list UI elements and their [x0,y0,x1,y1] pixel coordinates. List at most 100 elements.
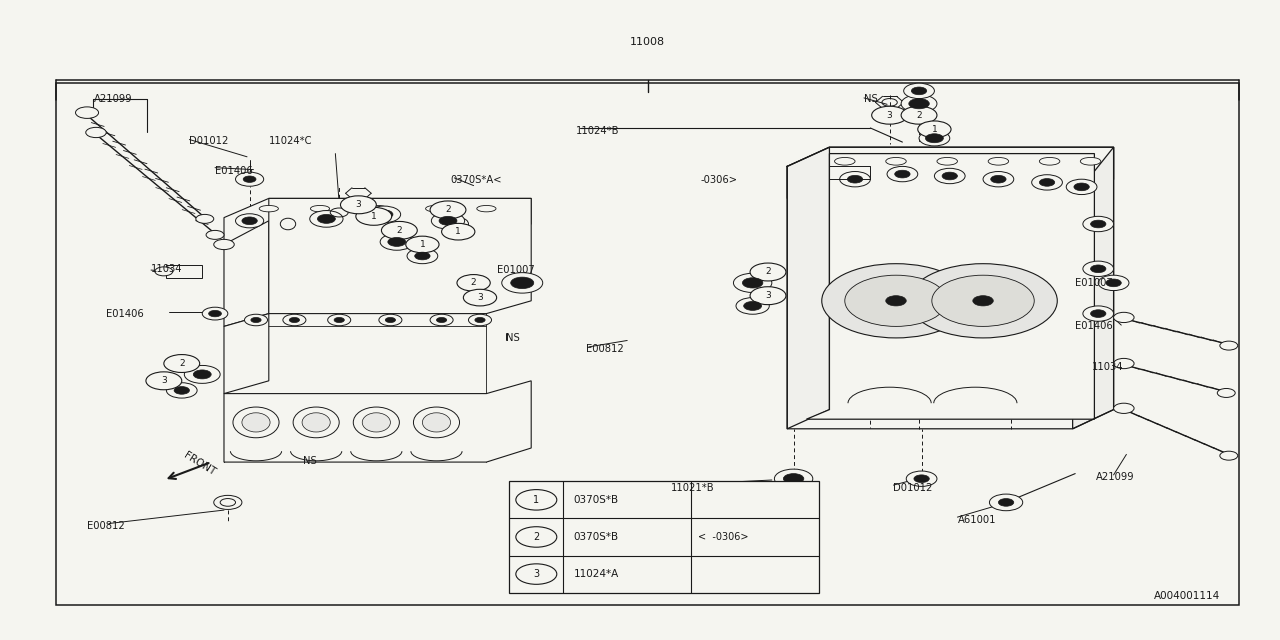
Text: 2: 2 [765,268,771,276]
Circle shape [1032,175,1062,190]
Circle shape [1083,261,1114,276]
Text: 11024*C: 11024*C [269,136,312,146]
Circle shape [76,107,99,118]
Text: 0370S*B: 0370S*B [573,495,618,505]
Circle shape [942,172,957,180]
Polygon shape [224,221,269,326]
Circle shape [1091,220,1106,228]
Circle shape [1083,306,1114,321]
Circle shape [783,474,804,484]
Circle shape [388,237,406,246]
Circle shape [436,317,447,323]
Circle shape [1091,310,1106,317]
Text: 1: 1 [534,495,539,505]
Circle shape [516,564,557,584]
Circle shape [887,166,918,182]
Ellipse shape [413,407,460,438]
Circle shape [379,314,402,326]
Text: 11034: 11034 [1092,362,1124,372]
Text: NS: NS [864,94,878,104]
Text: 0370S*A<: 0370S*A< [451,175,502,186]
Circle shape [736,298,769,314]
Text: 2: 2 [397,226,402,235]
Text: D01012: D01012 [189,136,229,146]
Ellipse shape [886,157,906,165]
Circle shape [906,471,937,486]
Circle shape [442,223,475,240]
Circle shape [983,172,1014,187]
Circle shape [904,83,934,99]
Circle shape [511,277,534,289]
Text: FRONT: FRONT [182,451,216,477]
Text: E00812: E00812 [87,521,124,531]
Circle shape [356,207,392,225]
Circle shape [431,212,465,229]
Text: E01007: E01007 [1075,278,1112,288]
Circle shape [184,365,220,383]
Text: 1: 1 [932,125,937,134]
Circle shape [932,275,1034,326]
Text: 2: 2 [179,359,184,368]
Ellipse shape [310,205,330,212]
Text: 11024*A: 11024*A [573,569,618,579]
Text: 3: 3 [534,569,539,579]
Circle shape [214,239,234,250]
Circle shape [925,134,943,143]
Circle shape [502,273,543,293]
Text: 2: 2 [471,278,476,287]
Circle shape [1114,403,1134,413]
Text: 11008: 11008 [630,36,666,47]
Polygon shape [806,154,1094,419]
Circle shape [193,370,211,379]
Circle shape [909,264,1057,338]
Text: -0306>: -0306> [700,175,737,186]
Circle shape [317,214,335,223]
Text: <  -0306>: < -0306> [698,532,748,542]
Text: 3: 3 [356,200,361,209]
Text: E00812: E00812 [586,344,623,355]
Text: A21099: A21099 [93,94,132,104]
Ellipse shape [476,205,497,212]
Circle shape [289,317,300,323]
Circle shape [847,175,863,183]
Circle shape [914,475,929,483]
Circle shape [283,314,306,326]
Ellipse shape [280,218,296,230]
Bar [166,265,202,278]
Circle shape [196,214,214,223]
Bar [56,83,1239,605]
Ellipse shape [937,157,957,165]
Text: 3: 3 [477,293,483,302]
Text: 3: 3 [765,291,771,300]
Circle shape [872,106,908,124]
Ellipse shape [422,413,451,432]
Polygon shape [269,198,531,314]
Circle shape [251,317,261,323]
Ellipse shape [1039,157,1060,165]
Text: 3: 3 [161,376,166,385]
Circle shape [86,127,106,138]
Circle shape [166,383,197,398]
Circle shape [1091,265,1106,273]
Bar [509,481,819,593]
Text: 3: 3 [887,111,892,120]
Circle shape [385,317,396,323]
Circle shape [209,310,221,317]
Circle shape [463,289,497,306]
Circle shape [750,287,786,305]
Circle shape [991,175,1006,183]
Text: A004001114: A004001114 [1153,591,1220,602]
Circle shape [1220,451,1238,460]
Circle shape [381,221,417,239]
Circle shape [406,236,439,253]
Polygon shape [224,314,269,394]
Circle shape [742,278,763,288]
Ellipse shape [353,407,399,438]
Circle shape [886,296,906,306]
Ellipse shape [233,407,279,438]
Circle shape [989,494,1023,511]
Circle shape [1114,312,1134,323]
Text: A61001: A61001 [957,515,996,525]
Polygon shape [787,147,829,429]
Circle shape [750,263,786,281]
